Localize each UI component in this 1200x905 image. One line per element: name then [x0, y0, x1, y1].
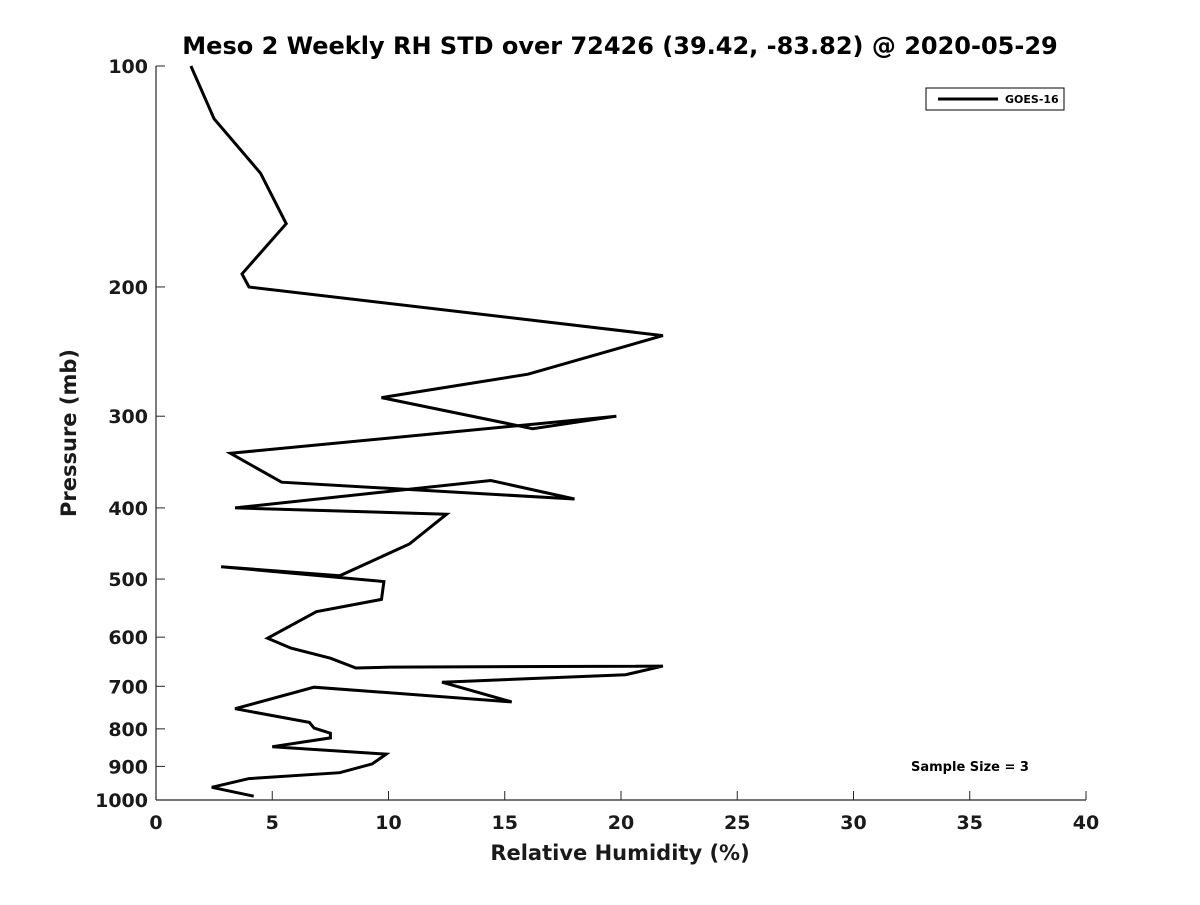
y-tick-label: 100: [108, 56, 148, 78]
x-tick-label: 5: [266, 812, 279, 834]
x-tick-label: 35: [957, 812, 983, 834]
y-tick-label: 900: [108, 756, 148, 778]
series-layer: [189, 65, 664, 798]
sample-size-annotation: Sample Size = 3: [911, 760, 1029, 775]
y-axis-label: Pressure (mb): [57, 349, 81, 517]
y-tick-label: 200: [108, 277, 148, 299]
y-tick-label: 1000: [95, 790, 148, 812]
x-axis-label: Relative Humidity (%): [490, 841, 749, 865]
x-tick-label: 10: [375, 812, 401, 834]
x-tick-label: 40: [1073, 812, 1099, 834]
y-tick-label: 600: [108, 627, 148, 649]
x-tick-label: 25: [724, 812, 750, 834]
legend: GOES-16: [925, 87, 1065, 111]
x-tick-label: 20: [608, 812, 634, 834]
x-tick-label: 0: [149, 812, 162, 834]
y-tick-label: 800: [108, 719, 148, 741]
y-tick-label: 300: [108, 406, 148, 428]
legend-label: GOES-16: [1005, 93, 1059, 106]
chart-title: Meso 2 Weekly RH STD over 72426 (39.42, …: [182, 32, 1057, 60]
y-tick-label: 400: [108, 498, 148, 520]
axes: 0 5 10 15 20 25 30 35 40 100 200 300 400 500 600 700 800…: [95, 56, 1099, 834]
y-tick-label: 500: [108, 569, 148, 591]
series-line-0: [189, 65, 664, 798]
x-tick-label: 30: [840, 812, 866, 834]
y-tick-label: 700: [108, 676, 148, 698]
x-tick-label: 15: [492, 812, 518, 834]
